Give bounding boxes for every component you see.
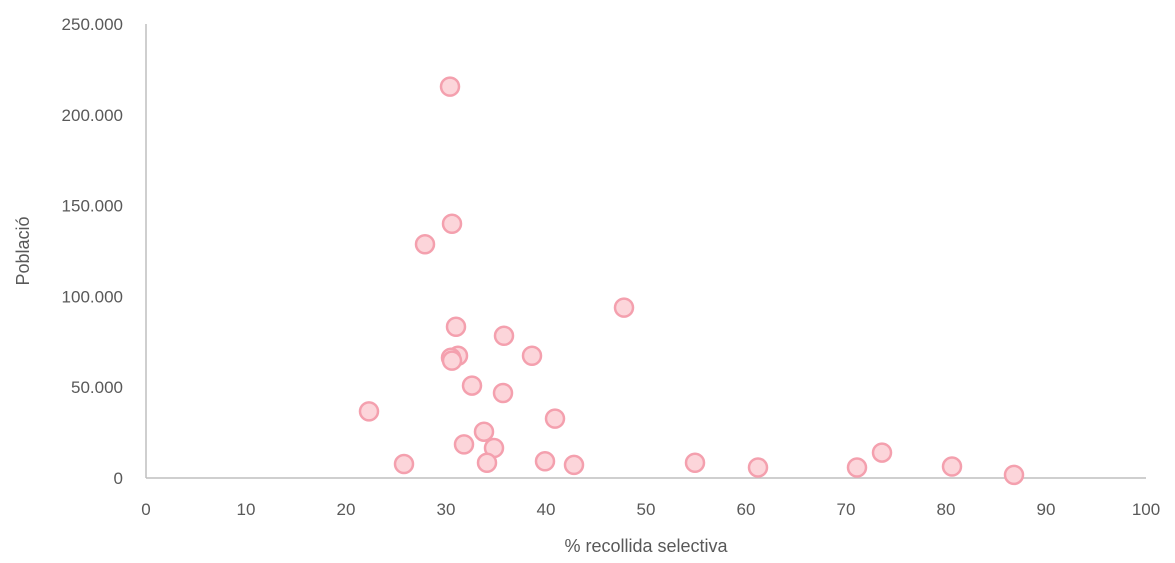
data-point — [544, 408, 566, 429]
x-tick-label: 100 — [1132, 500, 1160, 519]
data-points — [358, 76, 1025, 486]
x-tick-label: 90 — [1037, 500, 1056, 519]
data-point — [453, 434, 475, 455]
x-tick-label: 70 — [837, 500, 856, 519]
x-tick-label: 80 — [937, 500, 956, 519]
data-point — [613, 297, 635, 318]
data-point — [439, 76, 461, 97]
y-tick-label: 50.000 — [71, 378, 123, 397]
x-tick-label: 30 — [437, 500, 456, 519]
data-point — [684, 452, 706, 473]
data-point — [476, 452, 498, 473]
data-point — [445, 316, 467, 337]
data-point — [941, 456, 963, 477]
x-tick-label: 0 — [141, 500, 150, 519]
x-axis-title: % recollida selectiva — [564, 536, 728, 556]
plot-area: 0 10 20 30 40 50 60 70 80 90 100 0 50.000 100.000 150… — [62, 15, 1161, 519]
x-tick-label: 60 — [737, 500, 756, 519]
data-point — [461, 375, 483, 396]
data-point — [441, 213, 463, 235]
y-tick-label: 100.000 — [62, 287, 123, 306]
data-point — [1003, 464, 1025, 486]
data-point — [393, 453, 415, 475]
x-tick-label: 20 — [337, 500, 356, 519]
data-point — [521, 345, 543, 367]
data-point — [871, 442, 893, 463]
data-point — [414, 234, 436, 255]
y-axis-title: Població — [13, 216, 33, 285]
data-point — [441, 350, 463, 371]
x-tick-labels: 0 10 20 30 40 50 60 70 80 90 100 — [141, 500, 1160, 519]
x-tick-label: 40 — [537, 500, 556, 519]
data-point — [493, 325, 515, 347]
data-point — [563, 454, 585, 476]
data-point — [747, 457, 769, 478]
y-tick-label: 200.000 — [62, 106, 123, 125]
data-point — [473, 421, 495, 442]
y-tick-label: 250.000 — [62, 15, 123, 34]
data-point — [846, 457, 868, 478]
data-point — [534, 451, 556, 472]
y-tick-label: 0 — [114, 469, 123, 488]
y-tick-labels: 0 50.000 100.000 150.000 200.000 250.000 — [62, 15, 123, 488]
x-tick-label: 50 — [637, 500, 656, 519]
x-tick-label: 10 — [237, 500, 256, 519]
y-tick-label: 150.000 — [62, 197, 123, 216]
data-point — [492, 382, 514, 404]
data-point — [358, 401, 380, 422]
